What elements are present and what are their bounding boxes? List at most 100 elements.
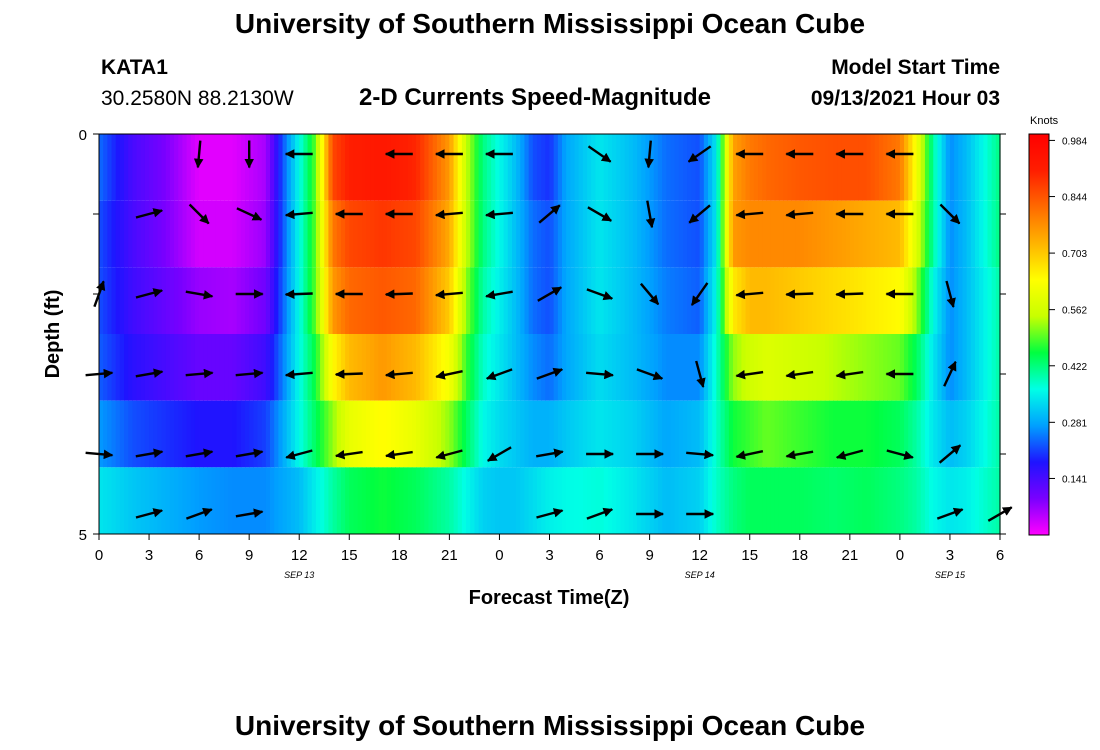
heatmap-cell [157,334,163,401]
heatmap-cell [290,467,296,534]
heatmap-cell [470,334,476,401]
heatmap-cell [778,267,784,334]
heatmap-cell [374,200,380,268]
heatmap-cell [303,400,309,468]
heatmap-cell [174,467,179,534]
heatmap-cell [966,267,972,334]
heatmap-cell [874,334,880,401]
heatmap-cell [332,334,338,401]
heatmap-cell [541,200,546,268]
heatmap-cell [691,200,697,268]
station-id: KATA1 [101,56,168,79]
heatmap-cell [449,134,455,201]
heatmap-cell [712,267,717,334]
heatmap-cell [712,200,717,268]
heatmap-cell [315,400,321,468]
heatmap-cell [203,134,209,201]
current-vector-arrow [586,288,614,301]
heatmap-cell [144,200,150,268]
heatmap-cell [374,467,380,534]
heatmap-cell [649,400,655,468]
heatmap-cell [824,267,830,334]
heatmap-cell [895,400,901,468]
heatmap-cell [219,334,225,401]
heatmap-cell [670,400,676,468]
heatmap-cell [766,200,772,268]
heatmap-cell [161,134,167,201]
heatmap-cell [466,267,471,334]
x-tick-label: 9 [645,547,653,564]
heatmap-cell [803,334,809,401]
heatmap-cell [958,134,964,201]
heatmap-cell [532,400,538,468]
heatmap-cell [799,134,805,201]
heatmap-cell [678,467,684,534]
heatmap-cell [274,267,279,334]
heatmap-cell [745,267,751,334]
date-label: SEP 13 [284,570,314,580]
heatmap-cell [286,334,292,401]
heatmap-cell [420,267,425,334]
x-tick-label: 6 [195,547,203,564]
heatmap-cell [870,334,876,401]
heatmap-cell [236,200,242,268]
heatmap-cell [920,467,926,534]
heatmap-cell [449,334,455,401]
heatmap-cell [945,267,951,334]
heatmap-cell [762,200,768,268]
current-vectors [85,140,1013,522]
heatmap-cell [99,400,104,468]
heatmap-cell [945,400,951,468]
heatmap-cell [545,400,551,468]
x-tick-label: 21 [441,547,458,564]
model-start-label: Model Start Time [831,56,1000,79]
heatmap-cell [228,134,234,201]
heatmap-cell [662,200,667,268]
heatmap-cell [733,267,738,334]
heatmap-cell [511,267,517,334]
x-tick-label: 6 [595,547,603,564]
heatmap-cell [370,467,375,534]
heatmap-cell [682,134,688,201]
heatmap-cell [653,400,659,468]
colorbar-tick-label: 0.141 [1062,474,1087,485]
heatmap-cell [691,400,697,468]
speed-chart: 05 0 3 6 9 12 15 18 21 0 3 6 9 12 15 18 21 0 3 6 SEP 13 SEP… [42,115,1087,609]
heatmap-cell [849,400,855,468]
heatmap-cell [328,267,334,334]
heatmap-cell [153,400,158,468]
x-axis-title: Forecast Time(Z) [469,587,630,609]
heatmap-cell [136,400,142,468]
heatmap-cell [866,200,872,268]
heatmap-cell [574,467,580,534]
heatmap-cell [169,267,175,334]
heatmap-cell [199,400,204,468]
heatmap-cell [628,467,634,534]
heatmap-cell [386,400,392,468]
heatmap-cell [582,467,588,534]
heatmap-cell [382,334,388,401]
heatmap-cell [574,400,580,468]
heatmap-cell [119,334,125,401]
heatmap-cell [712,400,717,468]
heatmap-cell [570,467,576,534]
heatmap-cell [182,400,188,468]
heatmap-cell [340,134,346,201]
heatmap-cell [370,200,375,268]
heatmap-cell [820,200,826,268]
heatmap-cell [587,467,592,534]
heatmap-cell [320,267,325,334]
heatmap-cell [841,200,847,268]
heatmap-cell [207,134,213,201]
heatmap-cell [557,467,563,534]
heatmap-cell [753,200,759,268]
heatmap-cell [115,334,121,401]
heatmap-cell [891,400,897,468]
heatmap-cell [119,200,125,268]
heatmap-cell [795,200,801,268]
heatmap-cell [219,200,225,268]
heatmap-cell [232,200,238,268]
heatmap-cell [937,400,943,468]
heatmap-cell [524,334,530,401]
heatmap-cell [345,334,350,401]
